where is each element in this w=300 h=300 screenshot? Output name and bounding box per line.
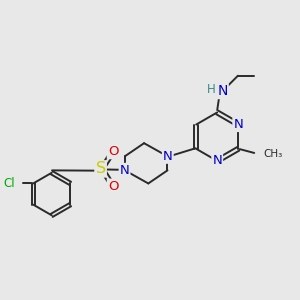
Text: N: N [233,118,243,131]
Text: N: N [212,154,222,167]
Text: S: S [95,161,106,176]
Text: N: N [163,150,173,163]
Text: O: O [108,145,118,158]
Text: Cl: Cl [3,177,15,190]
Text: N: N [218,84,228,98]
Text: CH₃: CH₃ [263,149,282,159]
Text: N: N [120,164,130,177]
Text: O: O [108,179,118,193]
Text: H: H [207,83,216,96]
